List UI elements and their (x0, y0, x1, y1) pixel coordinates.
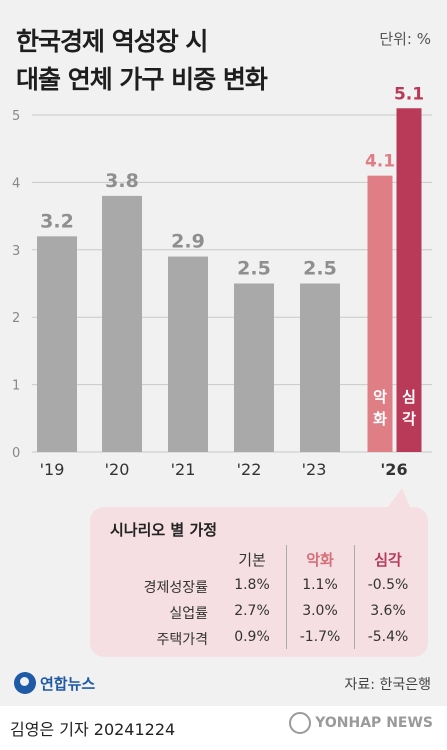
title-line-2: 대출 연체 가구 비중 변화 (16, 65, 268, 94)
yonhap-logo-icon (14, 672, 36, 694)
cell-housing-severe: -5.4% (367, 629, 409, 645)
data-label: 2.5 (237, 258, 271, 280)
title-line-1: 한국경제 역성장 시 (16, 27, 208, 56)
bar (234, 283, 274, 452)
cell-growth-severe: -0.5% (367, 577, 409, 593)
bar-inner-label: 각 (402, 410, 416, 428)
data-label: 2.9 (171, 231, 205, 253)
cell-unemployment-worse: 3.0% (302, 603, 338, 619)
header-worse: 악화 (306, 551, 334, 569)
row-label-housing: 주택가격 (156, 632, 208, 648)
row-label-growth: 경제성장률 (143, 580, 208, 596)
header-base: 기본 (238, 551, 266, 569)
data-label: 3.2 (40, 210, 74, 232)
source-note: 자료: 한국은행 (344, 677, 431, 693)
cell-growth-base: 1.8% (234, 577, 270, 593)
x-tick-label: '19 (40, 460, 65, 479)
x-tick-label: '26 (380, 460, 407, 479)
watermark-logo-icon (289, 712, 312, 734)
y-tick-label: 0 (12, 446, 20, 461)
header-severe: 심각 (374, 551, 402, 569)
x-tick-label: '21 (171, 460, 196, 479)
watermark: YONHAP NEWS (289, 712, 433, 734)
scenario-title: 시나리오 별 가정 (110, 521, 218, 539)
reporter-credit: 김영은 기자 20241224 (10, 720, 176, 739)
x-tick-label: '20 (105, 460, 130, 479)
x-tick-label: '22 (237, 460, 262, 479)
bar (168, 256, 208, 452)
bar (102, 195, 142, 452)
cell-growth-worse: 1.1% (302, 577, 338, 593)
data-label: 4.1 (365, 152, 395, 172)
bar (300, 283, 340, 452)
unit-label: 단위: % (379, 30, 431, 48)
watermark-text: YONHAP NEWS (315, 715, 433, 731)
y-tick-label: 3 (12, 244, 20, 259)
bar-inner-label: 심 (402, 388, 416, 406)
data-label: 5.1 (394, 84, 424, 104)
cell-unemployment-severe: 3.6% (370, 603, 406, 619)
bar (37, 236, 77, 452)
column-divider (354, 545, 355, 649)
bar (396, 108, 422, 452)
y-tick-label: 2 (12, 311, 20, 326)
y-tick-label: 4 (12, 176, 20, 191)
infographic-card: 한국경제 역성장 시 대출 연체 가구 비중 변화 단위: % 0 1 2 3 4 5 3.… (0, 0, 447, 706)
scenario-table: 시나리오 별 가정 기본 악화 심각 경제성장률 1.8% 1.1% -0.5%… (90, 507, 428, 657)
bar-chart: 0 1 2 3 4 5 3.2 3.8 2.9 2.5 2.5 4.1 악화 5.1 심각 '19 '20 '21… (12, 84, 432, 507)
x-tick-label: '23 (302, 460, 327, 479)
row-label-unemployment: 실업률 (169, 606, 208, 622)
cell-unemployment-base: 2.7% (234, 603, 270, 619)
y-tick-label: 5 (12, 109, 20, 124)
yonhap-logo: 연합뉴스 (14, 672, 95, 694)
y-tick-label: 1 (12, 379, 20, 394)
data-label: 2.5 (303, 258, 337, 280)
data-label: 3.8 (105, 170, 139, 192)
callout-pointer (388, 488, 410, 507)
cell-housing-base: 0.9% (234, 629, 270, 645)
bar (367, 175, 393, 452)
bar-inner-label: 화 (373, 410, 387, 428)
logo-text: 연합뉴스 (40, 674, 96, 693)
bar-inner-label: 악 (373, 388, 387, 406)
column-divider (286, 545, 287, 649)
cell-housing-worse: -1.7% (299, 629, 341, 645)
